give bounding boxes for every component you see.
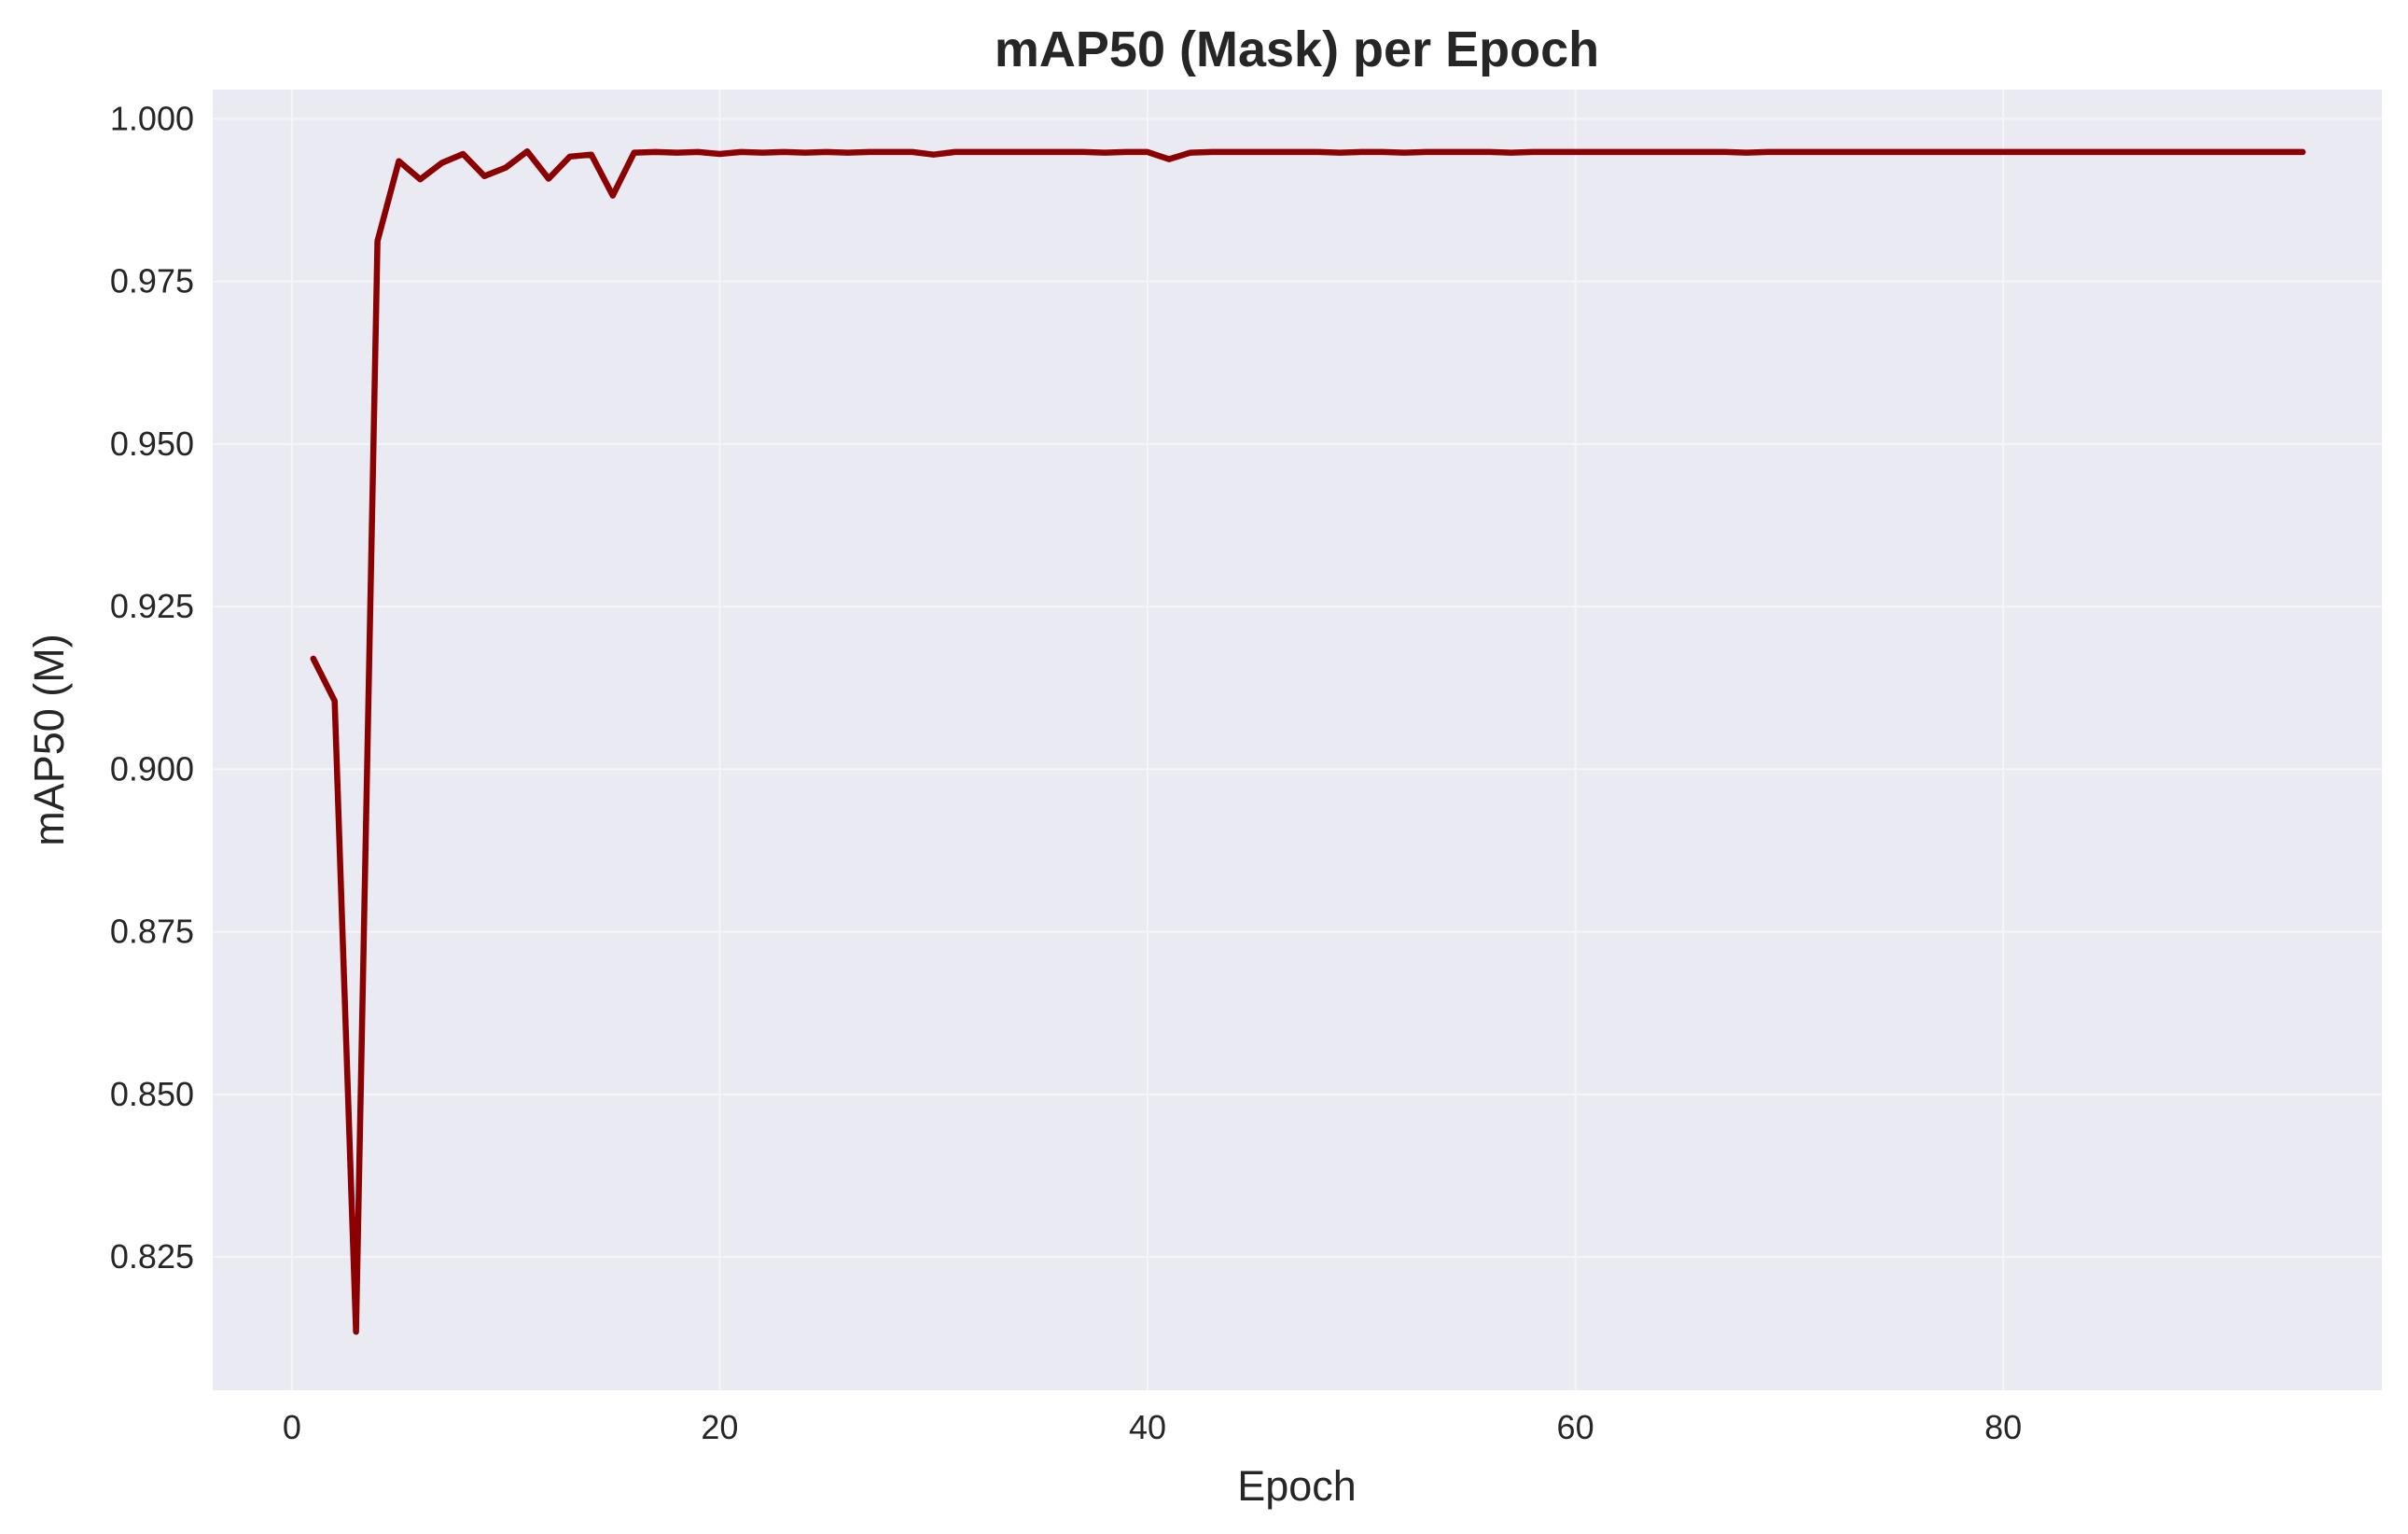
series-line	[310, 147, 2306, 1335]
x-tick-label: 40	[1129, 1408, 1166, 1446]
y-tick-label: 1.000	[110, 99, 194, 137]
chart-title: mAP50 (Mask) per Epoch	[995, 21, 1599, 77]
y-tick-label: 0.925	[110, 587, 194, 625]
y-tick-label: 0.975	[110, 262, 194, 300]
grid-lines	[213, 90, 2382, 1390]
x-tick-label: 80	[1984, 1408, 2022, 1446]
x-tick-label: 60	[1557, 1408, 1594, 1446]
x-tick-label: 0	[283, 1408, 301, 1446]
y-tick-label: 0.825	[110, 1237, 194, 1276]
y-tick-label: 0.950	[110, 425, 194, 463]
y-tick-label: 0.850	[110, 1075, 194, 1113]
x-axis-ticks: 0 20 40 60 80	[283, 1408, 2022, 1446]
y-tick-label: 0.900	[110, 749, 194, 788]
y-axis-title: mAP50 (M)	[25, 634, 73, 846]
y-tick-label: 0.875	[110, 913, 194, 951]
x-tick-label: 20	[701, 1408, 738, 1446]
y-axis-ticks: 0.825 0.850 0.875 0.900 0.925 0.950 0.975 1.000	[110, 99, 194, 1276]
x-axis-title: Epoch	[1237, 1462, 1357, 1510]
series-layer	[310, 147, 2306, 1335]
plot-area	[213, 90, 2382, 1390]
